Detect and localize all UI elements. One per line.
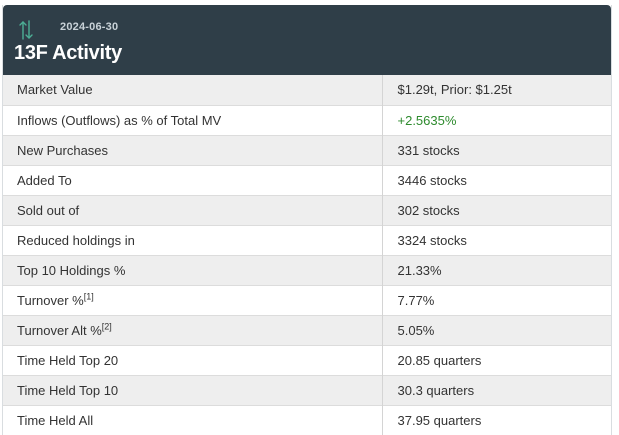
row-value: 3324 stocks bbox=[382, 224, 611, 255]
row-value: 3446 stocks bbox=[382, 164, 611, 195]
row-label: Added To bbox=[3, 164, 383, 195]
row-value: 331 stocks bbox=[382, 134, 611, 165]
table-row: Time Held Top 20 20.85 quarters bbox=[3, 344, 611, 375]
footnote-ref-2[interactable]: [2] bbox=[101, 321, 112, 332]
table-row: New Purchases 331 stocks bbox=[3, 134, 611, 165]
row-value: 7.77% bbox=[382, 284, 611, 315]
row-value: 21.33% bbox=[382, 254, 611, 285]
footnote-ref-1[interactable]: [1] bbox=[83, 291, 94, 302]
table-row: Market Value $1.29t, Prior: $1.25t bbox=[3, 75, 611, 105]
table-row: Added To 3446 stocks bbox=[3, 164, 611, 195]
row-value: 302 stocks bbox=[382, 194, 611, 225]
table-row: Time Held All 37.95 quarters bbox=[3, 404, 611, 435]
row-label: Turnover %[1] bbox=[3, 284, 383, 315]
row-label: Turnover Alt %[2] bbox=[3, 314, 383, 345]
row-label: Time Held Top 10 bbox=[3, 374, 383, 405]
arrows-up-down-icon bbox=[19, 20, 33, 40]
table-row: Sold out of 302 stocks bbox=[3, 194, 611, 225]
table-row: Turnover Alt %[2] 5.05% bbox=[3, 314, 611, 345]
row-label: Time Held All bbox=[3, 404, 383, 435]
row-label: Top 10 Holdings % bbox=[3, 254, 383, 285]
table-row: Inflows (Outflows) as % of Total MV +2.5… bbox=[3, 104, 611, 135]
row-value: 5.05% bbox=[382, 314, 611, 345]
card-header: 2024-06-30 13F Activity bbox=[3, 5, 611, 75]
row-label: Reduced holdings in bbox=[3, 224, 383, 255]
card-title: 13F Activity bbox=[14, 42, 122, 64]
row-label: Time Held Top 20 bbox=[3, 344, 383, 375]
row-value: 30.3 quarters bbox=[382, 374, 611, 405]
row-value: +2.5635% bbox=[382, 104, 611, 135]
table-row: Time Held Top 10 30.3 quarters bbox=[3, 374, 611, 405]
table-row: Turnover %[1] 7.77% bbox=[3, 284, 611, 315]
table-row: Top 10 Holdings % 21.33% bbox=[3, 254, 611, 285]
activity-table: Market Value $1.29t, Prior: $1.25t Inflo… bbox=[3, 75, 611, 435]
row-value: 20.85 quarters bbox=[382, 344, 611, 375]
row-value: $1.29t, Prior: $1.25t bbox=[397, 82, 512, 98]
row-label: New Purchases bbox=[3, 134, 383, 165]
report-date: 2024-06-30 bbox=[60, 21, 119, 33]
row-label: Sold out of bbox=[3, 194, 383, 225]
row-value: 37.95 quarters bbox=[382, 404, 611, 435]
row-label: Market Value bbox=[3, 75, 383, 105]
row-label: Inflows (Outflows) as % of Total MV bbox=[3, 104, 383, 135]
activity-card: 2024-06-30 13F Activity Market Value $1.… bbox=[2, 5, 612, 435]
table-row: Reduced holdings in 3324 stocks bbox=[3, 224, 611, 255]
